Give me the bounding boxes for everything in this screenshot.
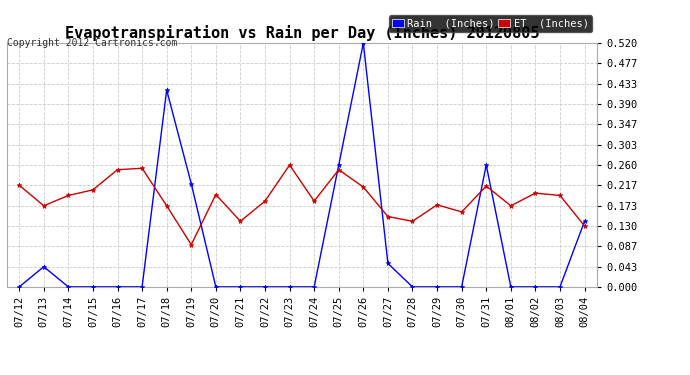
Legend: Rain  (Inches), ET  (Inches): Rain (Inches), ET (Inches) [388, 15, 591, 32]
Title: Evapotranspiration vs Rain per Day (Inches) 20120805: Evapotranspiration vs Rain per Day (Inch… [65, 25, 539, 40]
Text: Copyright 2012 Cartronics.com: Copyright 2012 Cartronics.com [7, 38, 177, 48]
